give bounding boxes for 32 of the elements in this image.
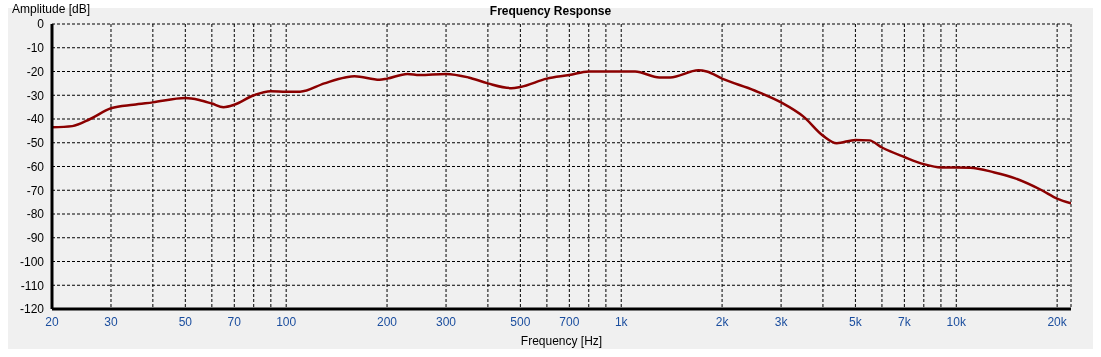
x-tick-label: 20k — [1047, 314, 1068, 329]
y-axis-title: Amplitude [dB] — [12, 2, 91, 16]
y-tick-label: -70 — [26, 183, 45, 198]
y-tick-label: -40 — [26, 112, 45, 127]
y-tick-label: -60 — [26, 159, 45, 174]
y-tick-label: -30 — [26, 88, 45, 103]
x-tick-label: 7k — [898, 314, 912, 329]
x-tick-label: 70 — [227, 314, 242, 329]
x-tick-label: 30 — [104, 314, 118, 329]
x-tick-label: 50 — [178, 314, 193, 329]
x-tick-label: 3k — [774, 314, 789, 329]
chart-title: Frequency Response — [489, 4, 612, 18]
x-tick-label: 5k — [849, 314, 863, 329]
x-tick-label: 200 — [377, 314, 398, 329]
y-tick-label: -50 — [26, 136, 45, 151]
y-tick-label: -80 — [26, 207, 45, 222]
y-tick-label: -90 — [26, 231, 45, 246]
x-axis-title: Frequency [Hz] — [520, 334, 603, 348]
x-tick-label: 20 — [45, 314, 59, 329]
y-tick-label: -100 — [19, 254, 45, 269]
x-tick-label: 500 — [510, 314, 531, 329]
x-tick-label: 2k — [715, 314, 730, 329]
y-tick-label: -120 — [19, 302, 45, 317]
x-tick-label: 10k — [946, 314, 967, 329]
x-tick-label: 700 — [559, 314, 580, 329]
x-tick-label: 1k — [614, 314, 629, 329]
y-tick-label: -10 — [26, 41, 45, 56]
x-tick-label: 300 — [436, 314, 457, 329]
y-tick-label: -20 — [26, 64, 45, 79]
y-tick-label: -110 — [20, 278, 45, 293]
x-tick-label: 100 — [276, 314, 297, 329]
y-tick-label: 0 — [37, 17, 45, 32]
